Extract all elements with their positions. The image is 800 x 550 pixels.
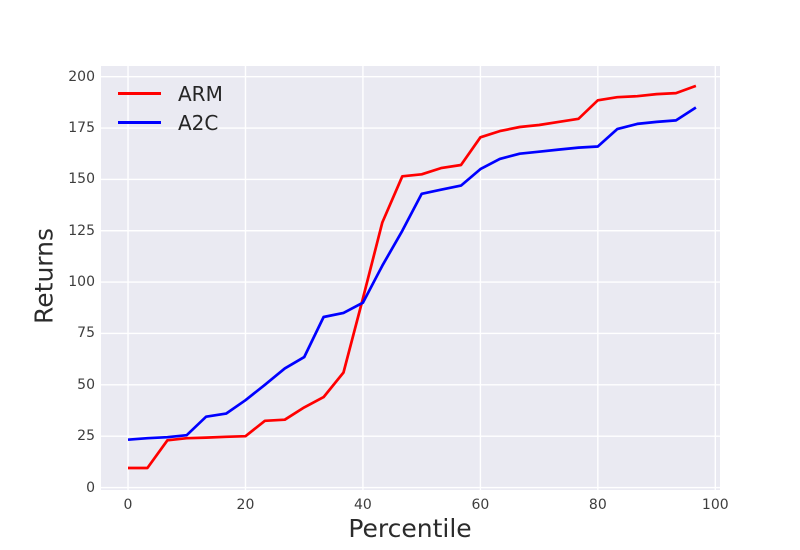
y-tick-label: 75 <box>77 325 95 342</box>
y-tick-label: 50 <box>77 376 95 393</box>
legend-item-a2c: A2C <box>114 108 223 137</box>
x-tick-label: 100 <box>701 497 729 513</box>
legend: ARM A2C <box>114 79 223 137</box>
legend-item-arm: ARM <box>114 79 223 108</box>
x-tick-label: 60 <box>471 497 490 513</box>
y-tick-label: 25 <box>77 428 95 445</box>
x-tick-label: 80 <box>588 497 607 513</box>
y-tick-label: 125 <box>68 222 95 239</box>
x-axis-title: Percentile <box>348 514 472 543</box>
legend-line-swatch <box>118 121 161 124</box>
y-tick-label: 100 <box>68 274 95 291</box>
legend-line-swatch <box>118 92 161 95</box>
x-tick-label: 0 <box>123 497 133 513</box>
y-tick-label: 175 <box>68 120 95 137</box>
x-tick-label: 20 <box>236 497 255 513</box>
series-line-a2c <box>127 106 697 442</box>
series-line-arm <box>128 84 697 470</box>
x-tick-label: 40 <box>354 497 372 513</box>
y-tick-label: 150 <box>68 171 95 188</box>
y-axis-title: Returns <box>29 228 59 324</box>
legend-item-label: ARM <box>178 81 223 106</box>
y-tick-label: 0 <box>86 479 95 496</box>
legend-item-label: A2C <box>178 110 219 135</box>
y-tick-label: 200 <box>68 68 95 85</box>
